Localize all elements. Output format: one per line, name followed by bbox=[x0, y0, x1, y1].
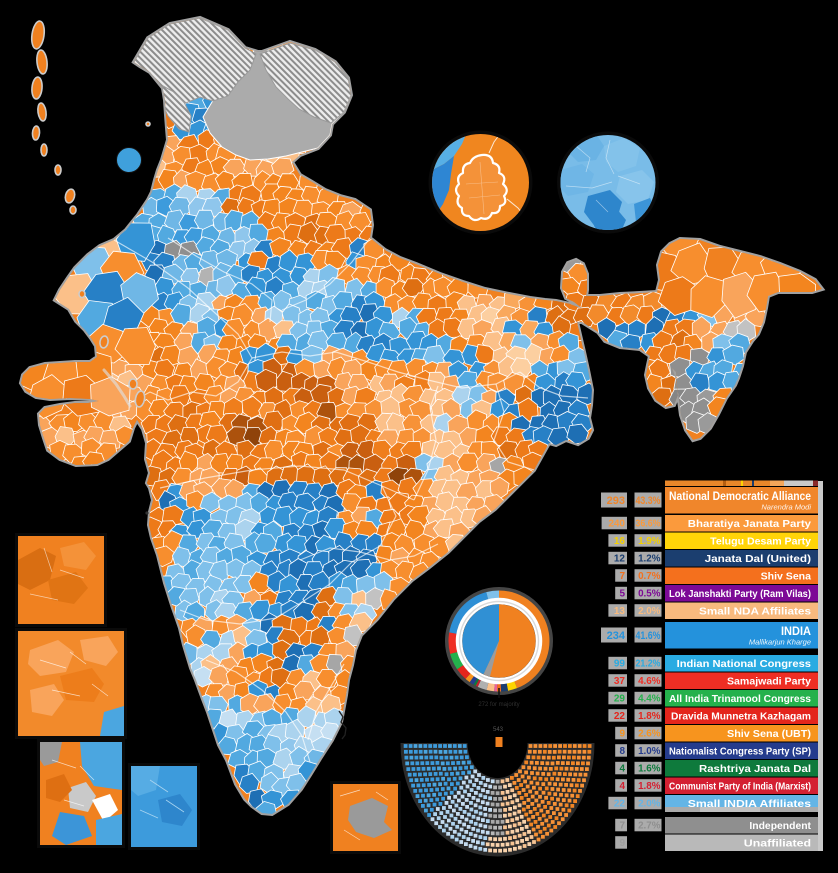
svg-text:21.2%: 21.2% bbox=[636, 659, 661, 670]
svg-text:2.0%: 2.0% bbox=[638, 799, 661, 810]
svg-text:1.8%: 1.8% bbox=[638, 711, 661, 722]
svg-text:Lok Janshakti Party (Ram Vilas: Lok Janshakti Party (Ram Vilas) bbox=[669, 588, 811, 600]
svg-text:7: 7 bbox=[619, 821, 625, 832]
svg-text:4.6%: 4.6% bbox=[638, 676, 661, 687]
svg-text:0.5%: 0.5% bbox=[638, 589, 661, 600]
svg-text:13: 13 bbox=[614, 606, 626, 617]
svg-text:National Democratic Alliance: National Democratic Alliance bbox=[669, 491, 811, 503]
svg-text:43.3%: 43.3% bbox=[636, 495, 661, 507]
svg-text:36.6%: 36.6% bbox=[636, 519, 661, 530]
svg-text:2.6%: 2.6% bbox=[638, 729, 661, 740]
svg-text:240: 240 bbox=[608, 519, 625, 530]
svg-text:Rashtriya Janata Dal: Rashtriya Janata Dal bbox=[699, 763, 811, 775]
svg-text:16: 16 bbox=[614, 536, 626, 547]
svg-text:8: 8 bbox=[619, 746, 625, 757]
svg-text:1.2%: 1.2% bbox=[638, 554, 661, 565]
svg-text:Independent: Independent bbox=[749, 820, 811, 832]
svg-text:22: 22 bbox=[614, 799, 626, 810]
svg-text:5: 5 bbox=[619, 589, 625, 600]
svg-text:22: 22 bbox=[614, 711, 626, 722]
svg-text:12: 12 bbox=[614, 554, 626, 565]
svg-text:9: 9 bbox=[619, 838, 625, 849]
svg-text:543: 543 bbox=[493, 727, 504, 733]
svg-text:1.0%: 1.0% bbox=[638, 746, 661, 757]
svg-text:29: 29 bbox=[614, 694, 626, 705]
svg-text:Shiv Sena: Shiv Sena bbox=[761, 571, 812, 583]
svg-text:Nationalist Congress Party (SP: Nationalist Congress Party (SP) bbox=[669, 746, 811, 758]
svg-text:Narendra Modi: Narendra Modi bbox=[761, 503, 811, 512]
svg-text:Unaffiliated: Unaffiliated bbox=[744, 838, 811, 850]
svg-text:4: 4 bbox=[619, 764, 625, 775]
svg-text:7: 7 bbox=[619, 571, 625, 582]
svg-text:All India Trinamool Congress: All India Trinamool Congress bbox=[669, 693, 811, 705]
svg-text:Dravida Munnetra Kazhagam: Dravida Munnetra Kazhagam bbox=[671, 711, 811, 723]
svg-text:Janata Dal (United): Janata Dal (United) bbox=[705, 553, 811, 565]
svg-text:1.8%: 1.8% bbox=[638, 781, 661, 792]
svg-text:234: 234 bbox=[607, 630, 626, 642]
svg-text:1.6%: 1.6% bbox=[638, 764, 661, 775]
svg-text:41.6%: 41.6% bbox=[636, 630, 661, 642]
svg-text:4.4%: 4.4% bbox=[638, 694, 661, 705]
svg-text:2.7%: 2.7% bbox=[638, 821, 661, 832]
svg-text:Communist Party of India (Marx: Communist Party of India (Marxist) bbox=[669, 781, 811, 793]
svg-text:Telugu Desam Party: Telugu Desam Party bbox=[710, 536, 811, 548]
svg-text:INDIA: INDIA bbox=[781, 626, 811, 638]
svg-text:4: 4 bbox=[619, 781, 625, 792]
svg-text:272 for majority: 272 for majority bbox=[478, 702, 519, 708]
svg-text:2.0%: 2.0% bbox=[638, 606, 661, 617]
svg-text:37: 37 bbox=[614, 676, 626, 687]
svg-text:Shiv Sena (UBT): Shiv Sena (UBT) bbox=[727, 728, 811, 740]
svg-text:1.9%: 1.9% bbox=[638, 536, 661, 547]
svg-text:Mallikarjun Kharge: Mallikarjun Kharge bbox=[749, 638, 811, 647]
svg-text:0.7%: 0.7% bbox=[638, 571, 661, 582]
svg-text:Bharatiya Janata Party: Bharatiya Janata Party bbox=[688, 518, 811, 530]
svg-text:Indian National Congress: Indian National Congress bbox=[677, 658, 812, 670]
svg-text:9: 9 bbox=[619, 729, 625, 740]
svg-text:293: 293 bbox=[607, 495, 625, 507]
svg-text:Samajwadi Party: Samajwadi Party bbox=[727, 676, 811, 688]
svg-text:99: 99 bbox=[614, 659, 626, 670]
svg-text:Small NDA Affiliates: Small NDA Affiliates bbox=[699, 606, 811, 618]
